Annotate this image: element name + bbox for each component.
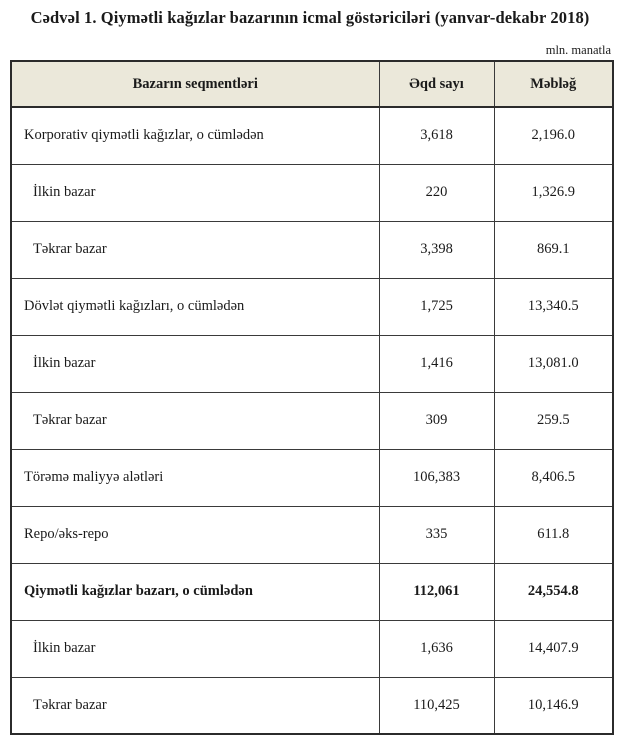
table-row: Təkrar bazar 3,398 869.1 bbox=[10, 220, 614, 279]
table-row: İlkin bazar 1,636 14,407.9 bbox=[10, 619, 614, 678]
amount-cell: 2,196.0 bbox=[493, 106, 614, 165]
amount-cell: 611.8 bbox=[493, 505, 614, 564]
unit-note: mln. manatla bbox=[545, 43, 611, 57]
amount-cell: 259.5 bbox=[493, 391, 614, 450]
amount-cell: 13,340.5 bbox=[493, 277, 614, 336]
table-title: Cədvəl 1. Qiymətli kağızlar bazarının ic… bbox=[30, 8, 590, 27]
table-row: Törəmə maliyyə alətləri 106,383 8,406.5 bbox=[10, 448, 614, 507]
deal-count-cell: 112,061 bbox=[378, 562, 495, 621]
segment-label-cell: İlkin bazar bbox=[10, 334, 380, 393]
deal-count-cell: 220 bbox=[378, 163, 495, 222]
table-row: İlkin bazar 220 1,326.9 bbox=[10, 163, 614, 222]
amount-cell: 10,146.9 bbox=[493, 676, 614, 735]
amount-cell: 1,326.9 bbox=[493, 163, 614, 222]
amount-cell: 14,407.9 bbox=[493, 619, 614, 678]
amount-cell: 13,081.0 bbox=[493, 334, 614, 393]
segment-label-cell: Təkrar bazar bbox=[10, 391, 380, 450]
table-row: Təkrar bazar 110,425 10,146.9 bbox=[10, 676, 614, 735]
segment-label-cell: Korporativ qiymətli kağızlar, o cümlədən bbox=[10, 106, 380, 165]
column-header-deal-count: Əqd sayı bbox=[378, 60, 495, 108]
deal-count-cell: 110,425 bbox=[378, 676, 495, 735]
amount-cell: 8,406.5 bbox=[493, 448, 614, 507]
deal-count-cell: 3,398 bbox=[378, 220, 495, 279]
table-header: Bazarın seqmentləri Əqd sayı Məbləğ bbox=[10, 60, 614, 108]
amount-cell: 24,554.8 bbox=[493, 562, 614, 621]
segment-label-cell: Təkrar bazar bbox=[10, 676, 380, 735]
table-row: Dövlət qiymətli kağızları, o cümlədən 1,7… bbox=[10, 277, 614, 336]
segment-label-cell: Təkrar bazar bbox=[10, 220, 380, 279]
column-header-segment: Bazarın seqmentləri bbox=[10, 60, 380, 108]
table-row: İlkin bazar 1,416 13,081.0 bbox=[10, 334, 614, 393]
deal-count-cell: 106,383 bbox=[378, 448, 495, 507]
deal-count-cell: 309 bbox=[378, 391, 495, 450]
deal-count-cell: 1,416 bbox=[378, 334, 495, 393]
segment-label-cell: İlkin bazar bbox=[10, 619, 380, 678]
deal-count-cell: 1,725 bbox=[378, 277, 495, 336]
table-row: Təkrar bazar 309 259.5 bbox=[10, 391, 614, 450]
segment-label-cell: Törəmə maliyyə alətləri bbox=[10, 448, 380, 507]
table-row: Qiymətli kağızlar bazarı, o cümlədən 112,… bbox=[10, 562, 614, 621]
segment-label-cell: İlkin bazar bbox=[10, 163, 380, 222]
segment-label-cell: Dövlət qiymətli kağızları, o cümlədən bbox=[10, 277, 380, 336]
deal-count-cell: 3,618 bbox=[378, 106, 495, 165]
amount-cell: 869.1 bbox=[493, 220, 614, 279]
table-body: Korporativ qiymətli kağızlar, o cümlədən… bbox=[10, 106, 614, 735]
column-header-amount: Məbləğ bbox=[493, 60, 614, 108]
securities-summary-table: Bazarın seqmentləri Əqd sayı Məbləğ Korp… bbox=[10, 60, 614, 735]
deal-count-cell: 335 bbox=[378, 505, 495, 564]
table-row: Repo/əks-repo 335 611.8 bbox=[10, 505, 614, 564]
segment-label-cell: Repo/əks-repo bbox=[10, 505, 380, 564]
segment-label-cell: Qiymətli kağızlar bazarı, o cümlədən bbox=[10, 562, 380, 621]
deal-count-cell: 1,636 bbox=[378, 619, 495, 678]
table-row: Korporativ qiymətli kağızlar, o cümlədən… bbox=[10, 106, 614, 165]
